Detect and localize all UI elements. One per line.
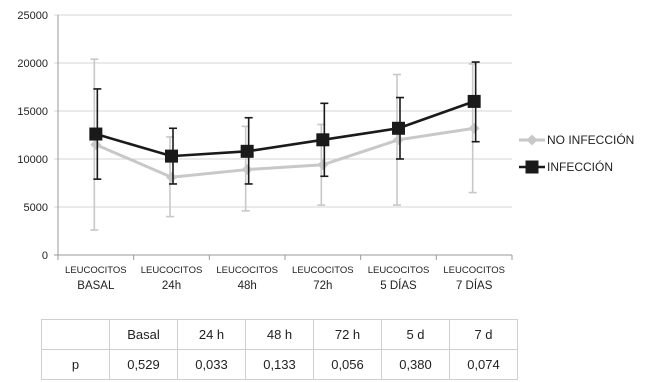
table-cell: p xyxy=(41,349,110,380)
legend-item: INFECCIÓN xyxy=(519,159,613,174)
table-cell: 0,133 xyxy=(245,349,314,380)
data-point xyxy=(317,159,329,171)
legend-swatch-marker xyxy=(525,160,539,174)
table-cell: 0,033 xyxy=(177,349,246,380)
x-axis: LEUCOCITOS BASAL LEUCOCITOS 24h LEUCOCITOS 48… xyxy=(57,255,513,292)
series-line xyxy=(95,100,475,158)
data-point xyxy=(468,122,480,134)
x-tick-label: 7 DÍAS xyxy=(456,279,493,292)
chart-legend: NO INFECCIÓN INFECCIÓN xyxy=(519,132,634,174)
table-cell: 48 h xyxy=(245,319,314,350)
data-point xyxy=(89,127,103,141)
table-cell: Basal xyxy=(109,319,178,350)
x-tick-label: LEUCOCITOS xyxy=(292,265,354,276)
series-no-infeccion xyxy=(90,58,480,231)
data-point xyxy=(165,149,178,163)
data-point xyxy=(240,144,254,158)
data-point xyxy=(393,134,404,146)
chart-series xyxy=(89,58,481,231)
y-axis: 0 5000 10000 15000 20000 25000 xyxy=(17,10,59,262)
table-cell: 5 d xyxy=(381,319,450,350)
leucocitos-line-chart: 0 5000 10000 15000 20000 25000 LEUCOCITOS BASA… xyxy=(17,10,634,292)
legend-label: INFECCIÓN xyxy=(547,159,613,174)
table-cell xyxy=(41,319,110,350)
y-tick-label: 15000 xyxy=(17,106,48,118)
y-tick-label: 0 xyxy=(42,250,48,262)
data-point xyxy=(90,139,102,151)
table-cell: 72 h xyxy=(313,319,382,350)
x-tick-label: 48h xyxy=(238,280,257,292)
y-tick-label: 10000 xyxy=(17,154,48,166)
data-point xyxy=(392,121,405,135)
y-tick-label: 25000 xyxy=(17,10,48,22)
legend-swatch-marker xyxy=(526,134,538,146)
x-tick-label: 72h xyxy=(313,280,332,292)
data-point xyxy=(316,133,330,147)
table-cell: 0,056 xyxy=(313,349,382,380)
data-point xyxy=(241,164,253,176)
legend-item: NO INFECCIÓN xyxy=(519,132,634,147)
chart-gridlines xyxy=(54,14,512,256)
x-tick-label: BASAL xyxy=(77,280,115,292)
y-tick-label: 5000 xyxy=(24,202,48,214)
x-tick-label: LEUCOCITOS xyxy=(216,265,278,276)
x-tick-label: LEUCOCITOS xyxy=(368,265,430,276)
table-cell: 7 d xyxy=(449,319,518,350)
series-infeccion xyxy=(89,61,481,185)
table-cell: 0,380 xyxy=(381,349,450,380)
table-row: p 0,529 0,033 0,133 0,056 0,380 0,074 xyxy=(41,349,518,380)
legend-label: NO INFECCIÓN xyxy=(547,132,634,147)
table-cell: 0,529 xyxy=(109,349,178,380)
series-line xyxy=(95,126,475,179)
y-tick-label: 20000 xyxy=(17,58,48,70)
x-tick-label: LEUCOCITOS xyxy=(65,265,127,276)
table-cell: 0,074 xyxy=(449,349,518,380)
x-tick-label: LEUCOCITOS xyxy=(141,265,203,276)
data-point xyxy=(166,171,177,183)
x-tick-label: LEUCOCITOS xyxy=(443,265,505,276)
table-cell: 24 h xyxy=(177,319,246,350)
data-point xyxy=(467,94,481,108)
x-tick-label: 5 DÍAS xyxy=(380,279,417,292)
x-tick-label: 24h xyxy=(162,280,181,292)
